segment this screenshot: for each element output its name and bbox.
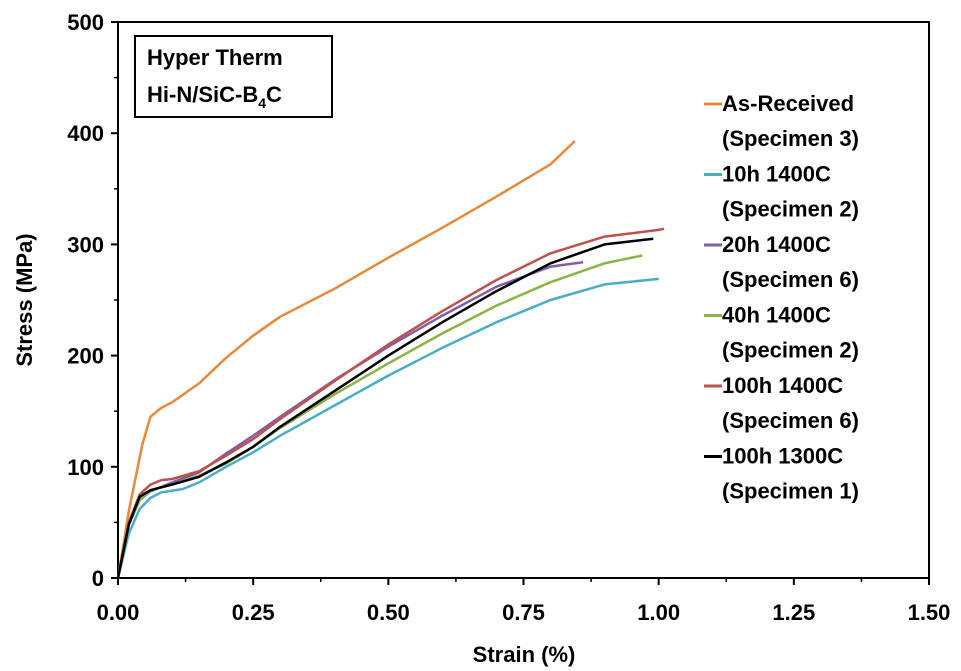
- title-line-2: Hi-N/SiC-B4C: [147, 82, 282, 111]
- legend-label-specimen: (Specimen 3): [722, 126, 859, 151]
- legend-label-specimen: (Specimen 2): [722, 197, 859, 222]
- y-axis-label: Stress (MPa): [12, 233, 37, 366]
- x-tick-label: 0.25: [232, 600, 275, 625]
- legend-label-specimen: (Specimen 6): [722, 408, 859, 433]
- y-tick-label: 400: [67, 121, 104, 146]
- x-axis-label: Strain (%): [473, 642, 576, 667]
- legend-label: 10h 1400C: [722, 162, 831, 187]
- legend-label-specimen: (Specimen 1): [722, 479, 859, 504]
- title-box: Hyper Therm Hi-N/SiC-B4C: [134, 35, 333, 118]
- legend-label: As-Received: [722, 91, 854, 116]
- series-line: [116, 237, 654, 579]
- legend-label: 100h 1300C: [722, 444, 843, 469]
- series-line: [116, 227, 665, 579]
- y-tick-label: 300: [67, 232, 104, 257]
- y-tick-label: 100: [67, 455, 104, 480]
- legend-label-specimen: (Specimen 6): [722, 267, 859, 292]
- title-line-1: Hyper Therm: [147, 45, 283, 70]
- x-tick-label: 1.50: [908, 600, 951, 625]
- x-tick-label: 0.00: [97, 600, 140, 625]
- legend-label: 40h 1400C: [722, 303, 831, 328]
- x-tick-label: 0.75: [502, 600, 545, 625]
- legend: As-Received (Specimen 3) 10h 1400C (Specime…: [704, 91, 859, 504]
- x-tick-label: 1.00: [637, 600, 680, 625]
- y-tick-label: 0: [92, 566, 104, 591]
- series-lines: [116, 140, 665, 579]
- x-tick-label: 1.25: [772, 600, 815, 625]
- title-box-border: [134, 35, 333, 118]
- y-tick-label: 500: [67, 10, 104, 35]
- legend-label-specimen: (Specimen 2): [722, 338, 859, 363]
- series-line: [116, 277, 659, 579]
- series-line: [116, 254, 643, 579]
- x-tick-label: 0.50: [367, 600, 410, 625]
- series-line: [116, 140, 576, 579]
- y-tick-label: 200: [67, 344, 104, 369]
- legend-label: 100h 1400C: [722, 373, 843, 398]
- series-line: [116, 260, 584, 579]
- legend-label: 20h 1400C: [722, 232, 831, 257]
- axis-ticks: 0.00 0.25 0.50 0.75 1.00 1.25 1.50 0 100 200 300 40…: [67, 10, 950, 625]
